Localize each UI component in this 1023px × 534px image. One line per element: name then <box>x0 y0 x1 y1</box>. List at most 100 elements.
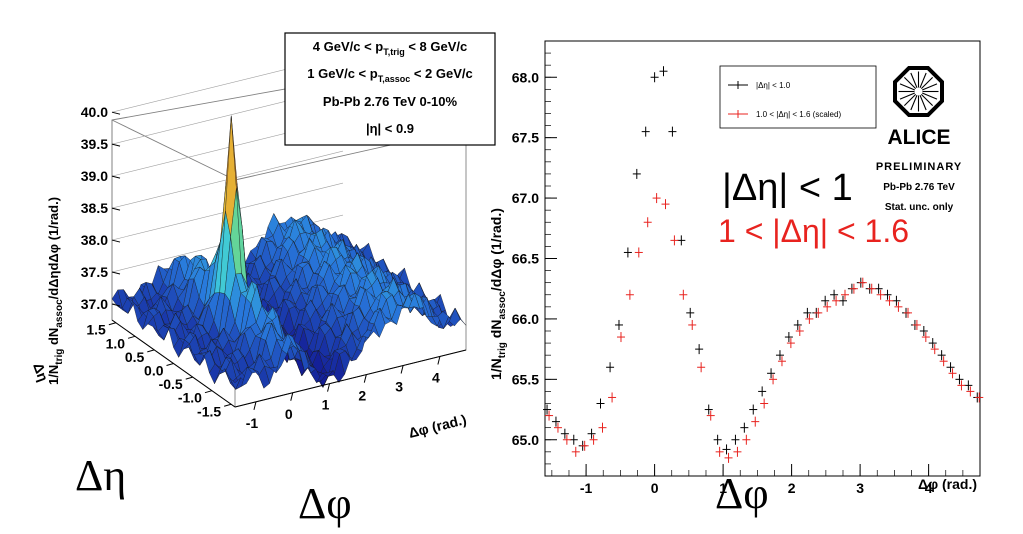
marker-large-deta <box>885 295 894 306</box>
phi-tick-label: 4 <box>432 369 440 385</box>
preliminary-label: PRELIMINARY <box>876 161 962 173</box>
marker-large-deta <box>894 301 903 312</box>
marker-small-deta <box>883 289 892 300</box>
marker-large-deta <box>966 386 975 397</box>
marker-large-deta <box>553 422 562 433</box>
data-markers <box>543 66 984 463</box>
eta-tick <box>224 403 232 407</box>
z-tick-label: 37.5 <box>81 264 108 280</box>
marker-large-deta <box>598 422 607 433</box>
marker-small-deta <box>784 332 793 343</box>
marker-small-deta <box>560 428 569 439</box>
annotation-large-deta: 1 < |Δη| < 1.6 <box>718 213 909 249</box>
marker-large-deta <box>580 440 589 451</box>
marker-large-deta <box>805 313 814 324</box>
marker-small-deta <box>668 126 677 137</box>
marker-large-deta <box>786 338 795 349</box>
marker-small-deta <box>551 416 560 427</box>
z-tick-label: 38.0 <box>81 232 108 248</box>
marker-large-deta <box>670 235 679 246</box>
marker-small-deta <box>767 368 776 379</box>
eta-tick-label: 0.0 <box>144 363 164 379</box>
surface-cell <box>454 307 467 326</box>
marker-large-deta <box>706 410 715 421</box>
marker-large-deta <box>562 434 571 445</box>
z-tick-label: 40.0 <box>81 104 108 120</box>
y-tick-label: 68.0 <box>512 69 539 85</box>
marker-small-deta <box>606 362 615 373</box>
correlation-surface <box>111 115 467 390</box>
marker-small-deta <box>596 398 605 409</box>
marker-small-deta <box>695 344 704 355</box>
eta-tick <box>166 363 174 366</box>
marker-large-deta <box>688 319 697 330</box>
z-tick <box>111 175 121 179</box>
marker-small-deta <box>758 386 767 397</box>
marker-small-deta <box>749 404 758 415</box>
big-phi-label-right: Δφ <box>715 469 769 518</box>
marker-small-deta <box>946 362 955 373</box>
phi-tick-label: -1 <box>246 415 259 431</box>
annotation-small-deta: |Δη| < 1 <box>722 167 853 209</box>
marker-large-deta <box>832 295 841 306</box>
marker-small-deta <box>614 319 623 330</box>
marker-small-deta <box>731 434 740 445</box>
y-tick-label: 67.0 <box>512 190 539 206</box>
marker-large-deta <box>777 356 786 367</box>
marker-small-deta <box>821 295 830 306</box>
marker-large-deta <box>697 362 706 373</box>
y-tick-label: 66.0 <box>512 311 539 327</box>
x-axis-label: Δφ (rad.) <box>918 476 977 492</box>
marker-small-deta <box>892 295 901 306</box>
marker-large-deta <box>733 446 742 457</box>
eta-tick-label: -0.5 <box>159 376 183 392</box>
eta-tick-label: -1.0 <box>178 390 202 406</box>
phi-tick <box>290 392 294 401</box>
marker-small-deta <box>543 404 552 415</box>
eta-axis-label: Δη <box>30 361 51 384</box>
marker-large-deta <box>608 392 617 403</box>
marker-large-deta <box>939 356 948 367</box>
marker-large-deta <box>975 392 984 403</box>
marker-large-deta <box>930 344 939 355</box>
marker-small-deta <box>838 295 847 306</box>
marker-large-deta <box>840 289 849 300</box>
z-tick <box>111 207 121 211</box>
marker-large-deta <box>849 283 858 294</box>
phi-tick <box>363 374 367 383</box>
marker-large-deta <box>661 199 670 210</box>
y-axis-label: 1/Ntrig dNassoc/dΔφ (1/rad.) <box>488 208 508 380</box>
z-axis-ticks: 37.0 37.5 38.0 38.5 39.0 39.5 40.0 <box>81 104 121 312</box>
surface-plot: 37.037.538.038.539.039.540.0 1.51.00.50.… <box>30 32 496 528</box>
marker-large-deta <box>760 398 769 409</box>
marker-large-deta <box>957 380 966 391</box>
marker-small-deta <box>677 235 686 246</box>
marker-small-deta <box>955 374 964 385</box>
big-phi-label-left: Δφ <box>298 479 352 528</box>
marker-large-deta <box>751 416 760 427</box>
legend: |Δη| < 1.0 1.0 < |Δη| < 1.6 (scaled) <box>719 65 877 129</box>
info-line-4: |η| < 0.9 <box>366 121 414 136</box>
marker-small-deta <box>830 289 839 300</box>
marker-small-deta <box>632 168 641 179</box>
marker-large-deta <box>876 289 885 300</box>
marker-small-deta <box>569 434 578 445</box>
z-tick-label: 39.5 <box>81 136 108 152</box>
marker-small-deta <box>740 422 749 433</box>
marker-small-deta <box>713 434 722 445</box>
phi-tick <box>327 383 331 392</box>
marker-small-deta <box>775 350 784 361</box>
eta-tick-label: 1.5 <box>86 322 106 338</box>
alice-logo-text: ALICE <box>888 126 951 149</box>
x-tick-label: 0 <box>651 480 659 496</box>
marker-small-deta <box>722 444 731 455</box>
marker-small-deta <box>793 319 802 330</box>
phi-tick <box>400 365 404 374</box>
big-eta-label: Δη <box>75 451 126 500</box>
marker-small-deta <box>704 404 713 415</box>
y-tick-label: 66.5 <box>512 251 539 267</box>
legend-entry-2: 1.0 < |Δη| < 1.6 (scaled) <box>756 110 841 119</box>
marker-small-deta <box>623 247 632 258</box>
marker-small-deta <box>964 380 973 391</box>
